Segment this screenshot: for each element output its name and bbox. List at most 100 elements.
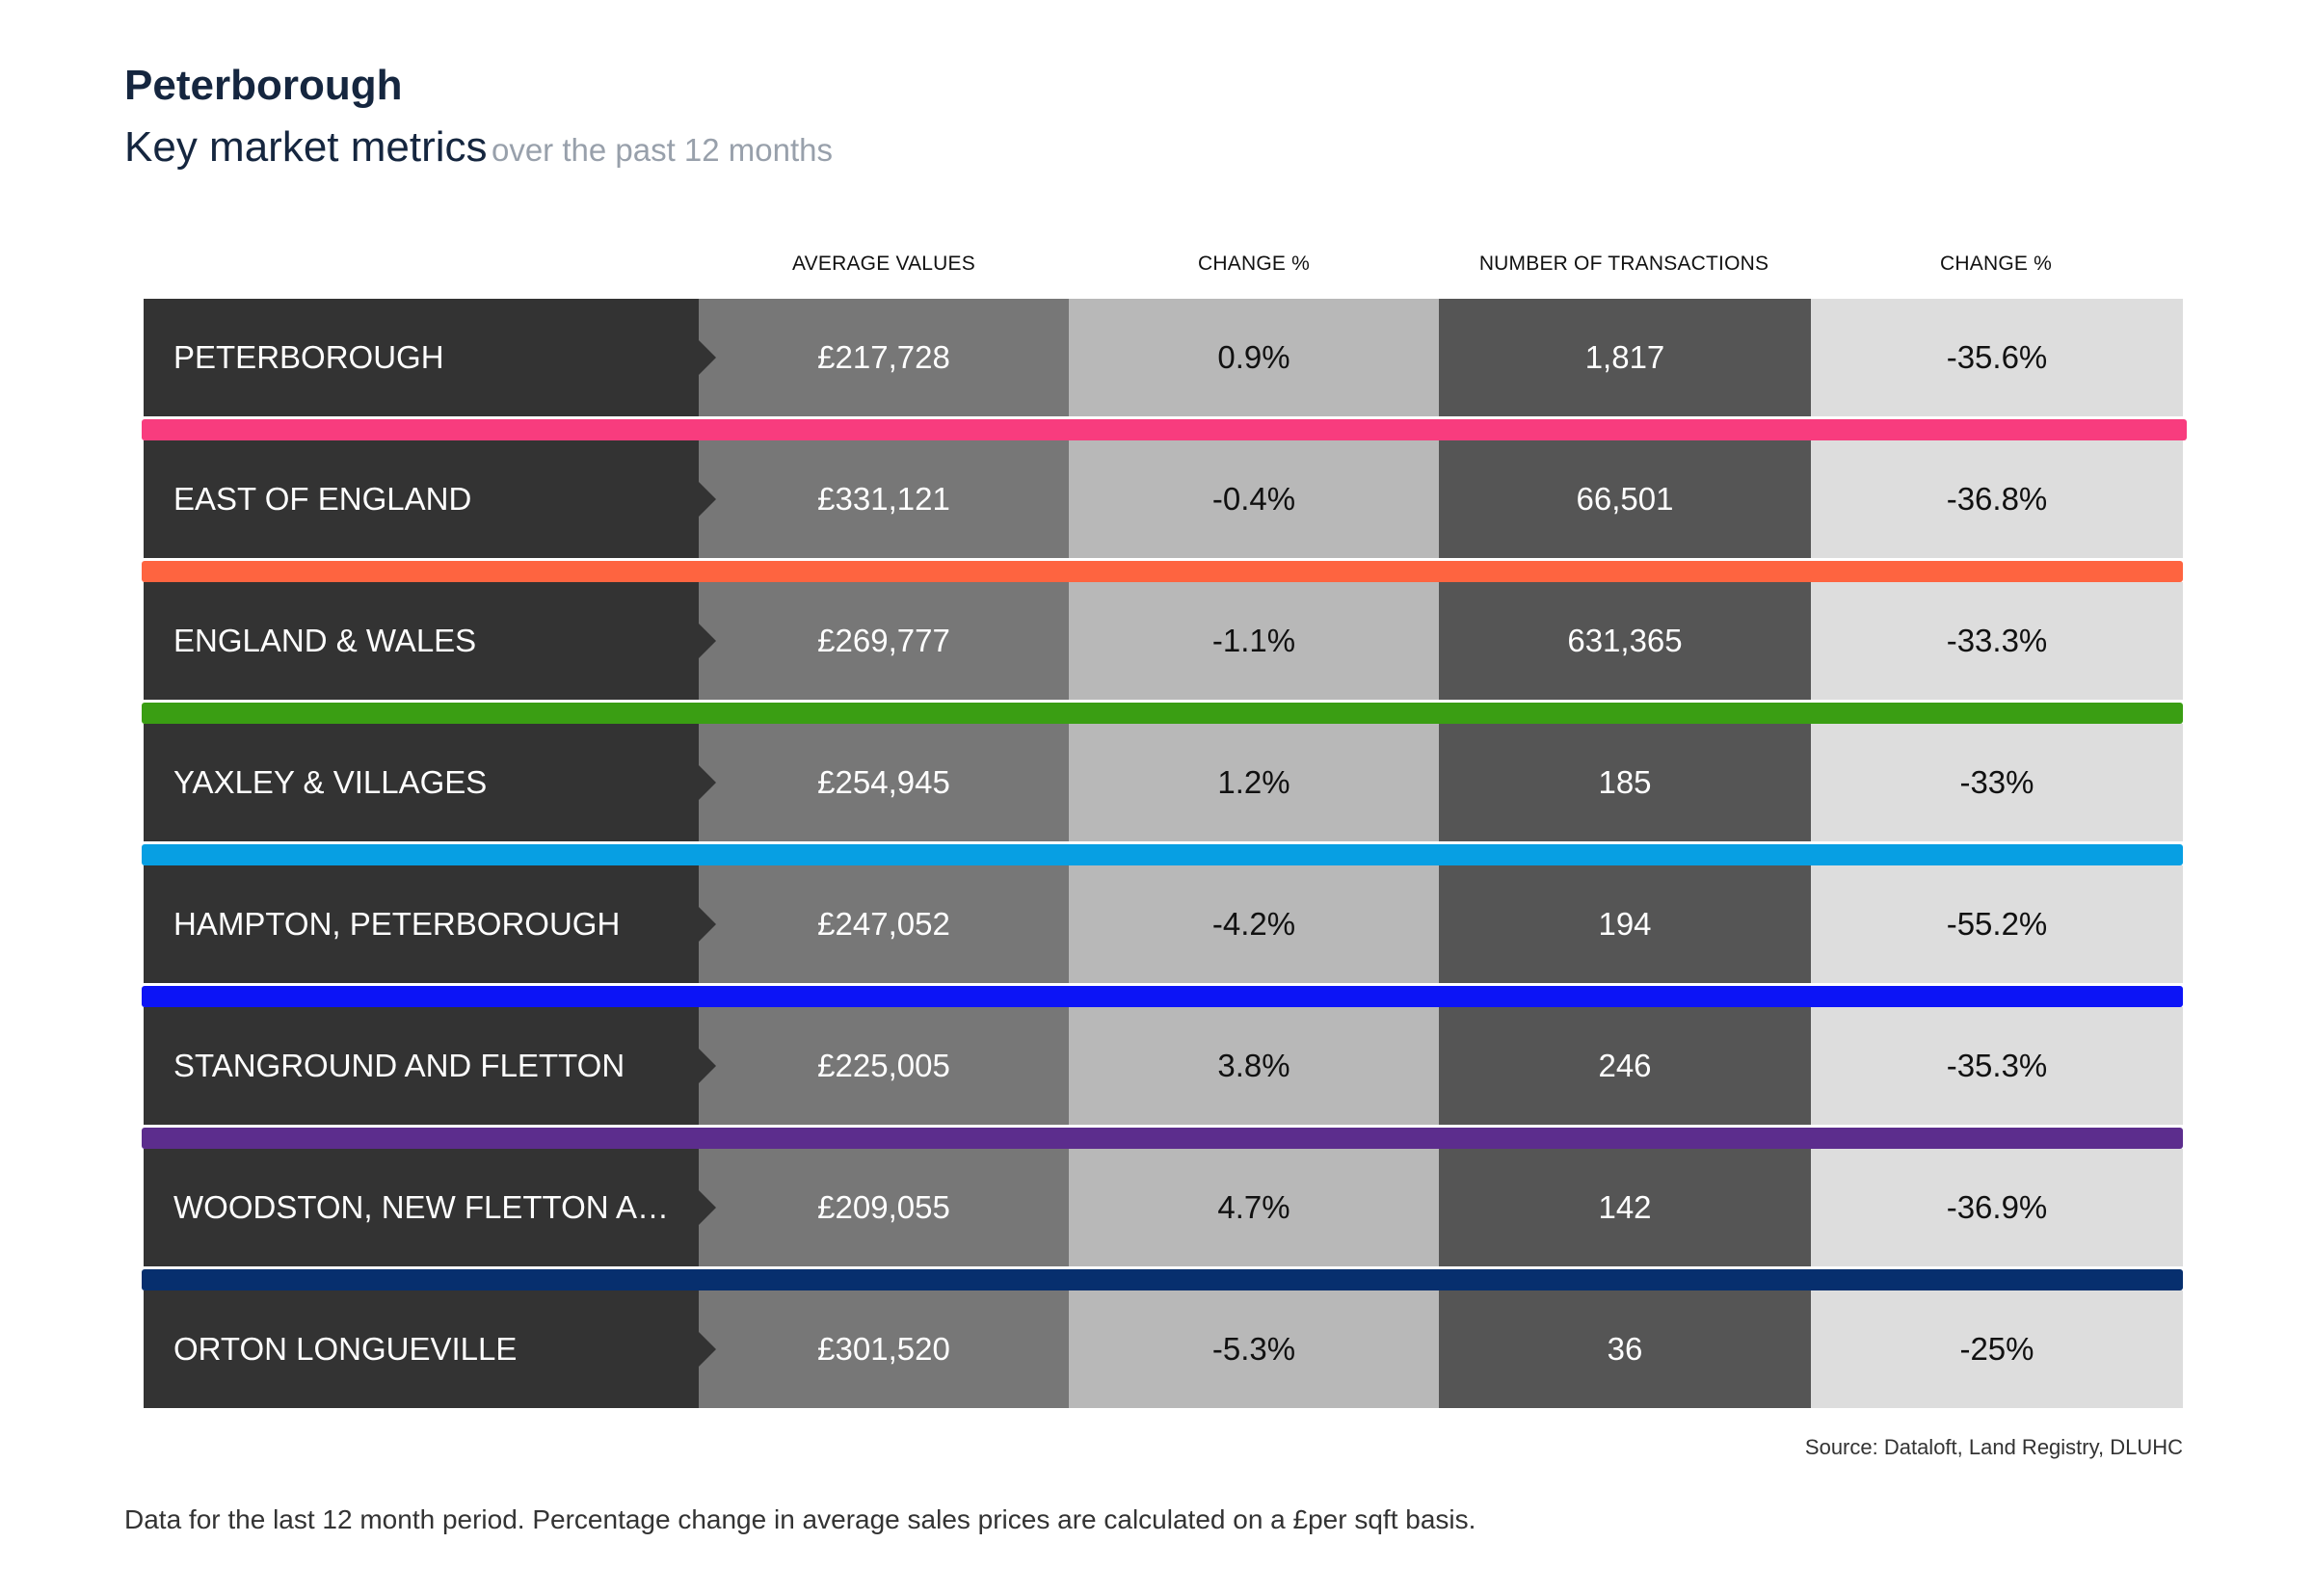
transactions-change-cell: -35.3%: [1811, 1007, 2183, 1125]
value-change-cell: -1.1%: [1069, 582, 1439, 700]
transactions-change-cell-text: -35.6%: [1946, 339, 2048, 375]
row-name-cell-text: WOODSTON, NEW FLETTON AND H...: [173, 1189, 670, 1225]
row-pointer-arrow: [699, 907, 716, 942]
transactions-cell-text: 1,817: [1584, 339, 1665, 375]
transactions-change-cell-text: -36.9%: [1946, 1189, 2048, 1225]
row-name-cell: PETERBOROUGH: [144, 299, 699, 416]
row-name-cell: EAST OF ENGLAND: [144, 440, 699, 558]
subtitle-main: Key market metrics: [124, 123, 488, 171]
row-name-cell: STANGROUND AND FLETTON: [144, 1007, 699, 1125]
subtitle-period: over the past 12 months: [491, 132, 834, 168]
average-value-cell: £225,005: [699, 1007, 1069, 1125]
page-title: Peterborough: [124, 62, 403, 109]
footnote: Data for the last 12 month period. Perce…: [124, 1504, 1476, 1534]
transactions-change-cell: -33.3%: [1811, 582, 2183, 700]
transactions-cell-text: 142: [1598, 1189, 1652, 1225]
transactions-cell-text: 66,501: [1576, 481, 1674, 517]
table-row: STANGROUND AND FLETTON £225,005 3.8% 246 -35…: [144, 1007, 2183, 1125]
average-value-cell: £301,520: [699, 1290, 1069, 1408]
transactions-cell: 631,365: [1439, 582, 1811, 700]
row-pointer-arrow: [699, 624, 716, 658]
row-name-cell-text: YAXLEY & VILLAGES: [173, 764, 488, 800]
transactions-cell: 1,817: [1439, 299, 1811, 416]
average-value-cell: £209,055: [699, 1149, 1069, 1266]
value-change-cell-text: -4.2%: [1211, 906, 1296, 942]
average-value-cell: £254,945: [699, 724, 1069, 841]
row-color-separator: [142, 1128, 2183, 1149]
value-change-cell: 4.7%: [1069, 1149, 1439, 1266]
transactions-change-cell: -36.9%: [1811, 1149, 2183, 1266]
row-name-cell: YAXLEY & VILLAGES: [144, 724, 699, 841]
table-row: WOODSTON, NEW FLETTON AND H... £209,055 4.…: [144, 1149, 2183, 1266]
row-name-cell: ENGLAND & WALES: [144, 582, 699, 700]
transactions-change-cell: -36.8%: [1811, 440, 2183, 558]
table-row: HAMPTON, PETERBOROUGH £247,052 -4.2% 194 -55…: [144, 865, 2183, 983]
average-value-cell-text: £247,052: [817, 906, 950, 942]
row-name-cell-text: HAMPTON, PETERBOROUGH: [173, 906, 621, 942]
transactions-change-cell-text: -33%: [1959, 764, 2034, 800]
transactions-change-cell: -25%: [1811, 1290, 2183, 1408]
page-subtitle: Key market metrics over the past 12 mont…: [124, 123, 833, 172]
value-change-cell: 3.8%: [1069, 1007, 1439, 1125]
table-row: PETERBOROUGH £217,728 0.9% 1,817 -35.6%: [144, 299, 2183, 416]
transactions-cell-text: 194: [1598, 906, 1652, 942]
average-value-cell-text: £209,055: [817, 1189, 950, 1225]
value-change-cell: 0.9%: [1069, 299, 1439, 416]
row-name-cell-text: ORTON LONGUEVILLE: [173, 1331, 518, 1367]
row-pointer-arrow: [699, 1332, 716, 1367]
transactions-cell-text: 36: [1607, 1331, 1643, 1367]
source-note: Source: Dataloft, Land Registry, DLUHC: [1804, 1435, 2183, 1459]
transactions-change-cell-text: -36.8%: [1946, 481, 2048, 517]
table-row: ENGLAND & WALES £269,777 -1.1% 631,365 -33.3…: [144, 582, 2183, 700]
average-value-cell: £331,121: [699, 440, 1069, 558]
transactions-change-cell-text: -25%: [1959, 1331, 2034, 1367]
transactions-change-cell-text: -35.3%: [1946, 1048, 2048, 1083]
row-name-cell: ORTON LONGUEVILLE: [144, 1290, 699, 1408]
row-color-separator: [142, 561, 2183, 582]
value-change-cell: -5.3%: [1069, 1290, 1439, 1408]
row-color-separator: [142, 419, 2187, 440]
value-change-cell: -4.2%: [1069, 865, 1439, 983]
value-change-cell: -0.4%: [1069, 440, 1439, 558]
row-pointer-arrow: [699, 1049, 716, 1083]
value-change-cell-text: 1.2%: [1217, 764, 1290, 800]
transactions-cell-text: 631,365: [1567, 623, 1683, 658]
table-row: ORTON LONGUEVILLE £301,520 -5.3% 36 -25%: [144, 1290, 2183, 1408]
transactions-cell: 142: [1439, 1149, 1811, 1266]
transactions-cell: 246: [1439, 1007, 1811, 1125]
average-value-cell: £217,728: [699, 299, 1069, 416]
row-name-cell-text: STANGROUND AND FLETTON: [173, 1048, 625, 1083]
value-change-cell-text: -5.3%: [1211, 1331, 1296, 1367]
average-value-cell: £269,777: [699, 582, 1069, 700]
row-color-separator: [142, 1269, 2183, 1290]
value-change-cell-text: 3.8%: [1217, 1048, 1290, 1083]
row-color-separator: [142, 986, 2183, 1007]
transactions-change-cell-text: -33.3%: [1946, 623, 2048, 658]
row-pointer-arrow: [699, 482, 716, 517]
average-value-cell-text: £217,728: [817, 339, 950, 375]
transactions-change-cell: -33%: [1811, 724, 2183, 841]
row-name-cell-text: PETERBOROUGH: [173, 339, 444, 375]
transactions-cell-text: 246: [1598, 1048, 1652, 1083]
average-value-cell-text: £301,520: [817, 1331, 950, 1367]
row-pointer-arrow: [699, 1190, 716, 1225]
row-pointer-arrow: [699, 340, 716, 375]
average-value-cell: £247,052: [699, 865, 1069, 983]
transactions-cell: 194: [1439, 865, 1811, 983]
average-value-cell-text: £269,777: [817, 623, 950, 658]
column-header-transactions-change: CHANGE %: [1940, 253, 2052, 275]
transactions-change-cell: -55.2%: [1811, 865, 2183, 983]
transactions-cell: 185: [1439, 724, 1811, 841]
value-change-cell-text: -0.4%: [1211, 481, 1296, 517]
value-change-cell-text: 4.7%: [1217, 1189, 1290, 1225]
row-color-separator: [142, 703, 2183, 724]
column-header-value-change: CHANGE %: [1198, 253, 1310, 275]
row-name-cell: WOODSTON, NEW FLETTON AND H...: [144, 1149, 699, 1266]
transactions-cell: 66,501: [1439, 440, 1811, 558]
column-header-average-values: AVERAGE VALUES: [792, 253, 975, 275]
value-change-cell-text: -1.1%: [1211, 623, 1296, 658]
transactions-cell: 36: [1439, 1290, 1811, 1408]
transactions-change-cell-text: -55.2%: [1946, 906, 2048, 942]
average-value-cell-text: £254,945: [817, 764, 950, 800]
average-value-cell-text: £225,005: [817, 1048, 950, 1083]
